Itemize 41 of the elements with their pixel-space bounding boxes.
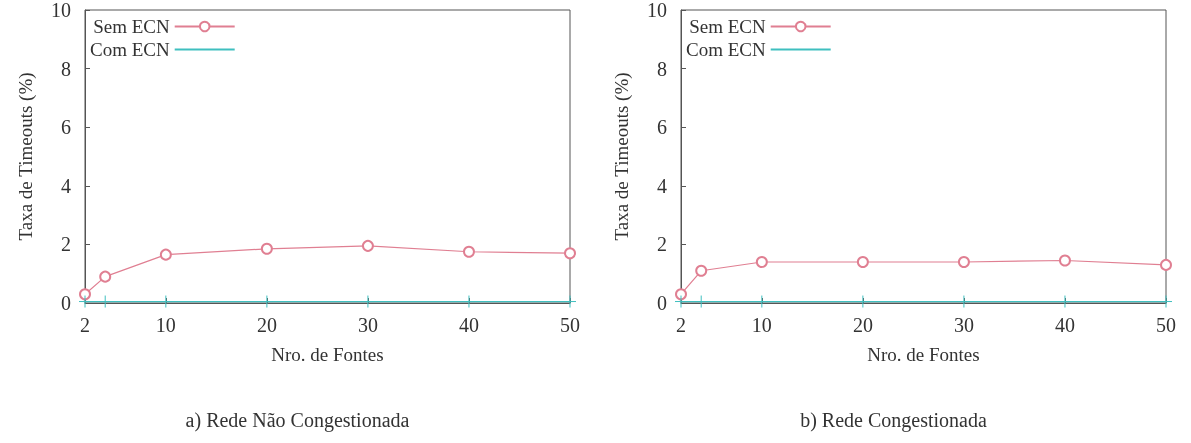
x-tick-label: 2 <box>676 314 686 336</box>
y-tick-label: 10 <box>51 0 71 21</box>
y-tick-label: 0 <box>657 292 667 314</box>
legend-label: Com ECN <box>90 39 170 60</box>
x-tick-label: 50 <box>1156 314 1176 336</box>
y-tick-label: 4 <box>657 174 667 197</box>
point <box>79 288 91 301</box>
x-tick-label: 20 <box>256 314 277 336</box>
x-axis-title: Nro. de Fontes <box>271 344 384 365</box>
y-tick-label: 10 <box>647 0 667 21</box>
point <box>361 239 374 252</box>
legend-label: Sem ECN <box>93 16 170 37</box>
y-axis-title: Taxa de Timeouts (%) <box>611 72 633 241</box>
y-tick-label: 8 <box>657 57 667 80</box>
point <box>99 270 112 283</box>
x-axis-title: Nro. de Fontes <box>867 344 980 365</box>
x-tick-label: 40 <box>1054 314 1075 336</box>
x-tick-label: 10 <box>751 314 772 336</box>
x-tick-label: 2 <box>80 314 90 336</box>
legend-label: Com ECN <box>686 39 766 60</box>
y-tick-label: 8 <box>61 57 71 80</box>
y-tick-label: 2 <box>61 233 71 256</box>
x-tick-label: 30 <box>357 314 378 336</box>
x-tick-label: 30 <box>953 314 974 336</box>
y-tick-label: 4 <box>61 174 71 197</box>
text: a) Rede Não Congestionada <box>185 409 410 432</box>
y-axis-title: Taxa de Timeouts (%) <box>15 72 37 241</box>
text: b) Rede Congestionada <box>800 409 987 432</box>
x-tick-label: 20 <box>852 314 873 336</box>
y-tick-label: 2 <box>657 233 667 256</box>
y-tick-label: 6 <box>657 116 667 139</box>
y-tick-label: 0 <box>61 292 71 314</box>
x-tick-label: 40 <box>458 314 479 336</box>
point <box>260 242 273 255</box>
y-tick-label: 6 <box>61 116 71 139</box>
x-tick-label: 50 <box>560 314 580 336</box>
point <box>159 248 172 261</box>
x-tick-label: 10 <box>155 314 176 336</box>
legend-label: Sem ECN <box>689 16 766 37</box>
point <box>564 247 576 260</box>
point <box>462 245 475 258</box>
